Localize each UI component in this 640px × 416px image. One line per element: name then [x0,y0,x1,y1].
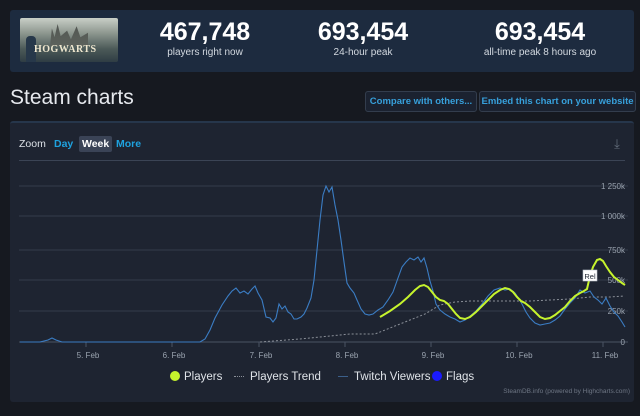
players-marker-icon [170,371,180,381]
twitch-viewers-line [20,184,626,343]
stat-label: all-time peak 8 hours ago [483,47,597,58]
x-label: 6. Feb [163,351,186,360]
players-trend-line [259,295,625,343]
stat-value: 693,454 [317,18,409,46]
embed-button[interactable]: Embed this chart on your website [479,91,636,112]
chart-credits-link[interactable]: SteamDB.info (powered by Highcharts.com) [503,388,630,395]
stat-value: 467,748 [159,18,251,46]
grid-lines [19,185,628,343]
x-label: 5. Feb [77,351,100,360]
stat-value: 693,454 [494,18,586,46]
compare-button[interactable]: Compare with others... [365,91,477,112]
legend-label: Players Trend [250,371,321,383]
y-label: 750k [608,246,626,255]
y-label: 1 250k [601,182,626,191]
zoom-week-button[interactable]: Week [79,136,113,152]
x-axis-labels: 5. Feb 6. Feb 7. Feb 8. Feb 9. Feb 10. F… [77,351,619,360]
character-illustration [26,36,36,62]
x-label: 8. Feb [336,351,359,360]
flag-label: Rel [584,272,596,281]
line-icon [338,376,348,377]
y-label: 0 [621,338,626,347]
dotted-line-icon [234,376,244,377]
y-label: 1 000k [601,212,626,221]
legend-label: Flags [446,371,475,383]
chart-panel: Zoom Day Week More ⤓ [10,121,634,402]
legend-item-players-trend[interactable]: Players Trend [234,371,321,383]
thumbnail-title: HOGWARTS [34,44,97,55]
y-label: 500k [608,276,626,285]
x-axis-ticks [85,342,604,347]
players-line [379,257,626,321]
y-axis-labels: 1 250k 1 000k 750k 500k 250k 0 [601,182,626,347]
zoom-label: Zoom [19,138,46,150]
stat-all-time-peak: 693,454 all-time peak 8 hours ago [465,18,615,60]
legend-label: Twitch Viewers [354,371,431,383]
legend-item-players[interactable]: Players [170,371,222,383]
legend-label: Players [184,371,223,383]
page-title: Steam charts [10,86,134,109]
zoom-more-button[interactable]: More [116,138,142,150]
legend-item-flags[interactable]: Flags [432,371,474,383]
x-label: 9. Feb [422,351,445,360]
x-label: 7. Feb [250,351,273,360]
legend-item-twitch-viewers[interactable]: Twitch Viewers [338,371,430,383]
stat-label: 24-hour peak [333,47,393,58]
x-label: 11. Feb [592,351,619,360]
stat-24h-peak: 693,454 24-hour peak [298,18,428,60]
stats-bar: HOGWARTS 467,748 players right now 693,4… [10,10,634,72]
y-label: 250k [608,307,626,316]
flags-marker-icon [432,371,442,381]
download-icon[interactable]: ⤓ [614,136,620,151]
zoom-day-button[interactable]: Day [54,138,74,150]
stat-players-now: 467,748 players right now [140,18,270,60]
game-thumbnail[interactable]: HOGWARTS [20,18,118,62]
flag-marker-rel[interactable]: Rel [582,269,598,282]
x-label: 10. Feb [505,351,533,360]
navigator-divider [19,160,625,161]
stat-label: players right now [167,47,243,58]
